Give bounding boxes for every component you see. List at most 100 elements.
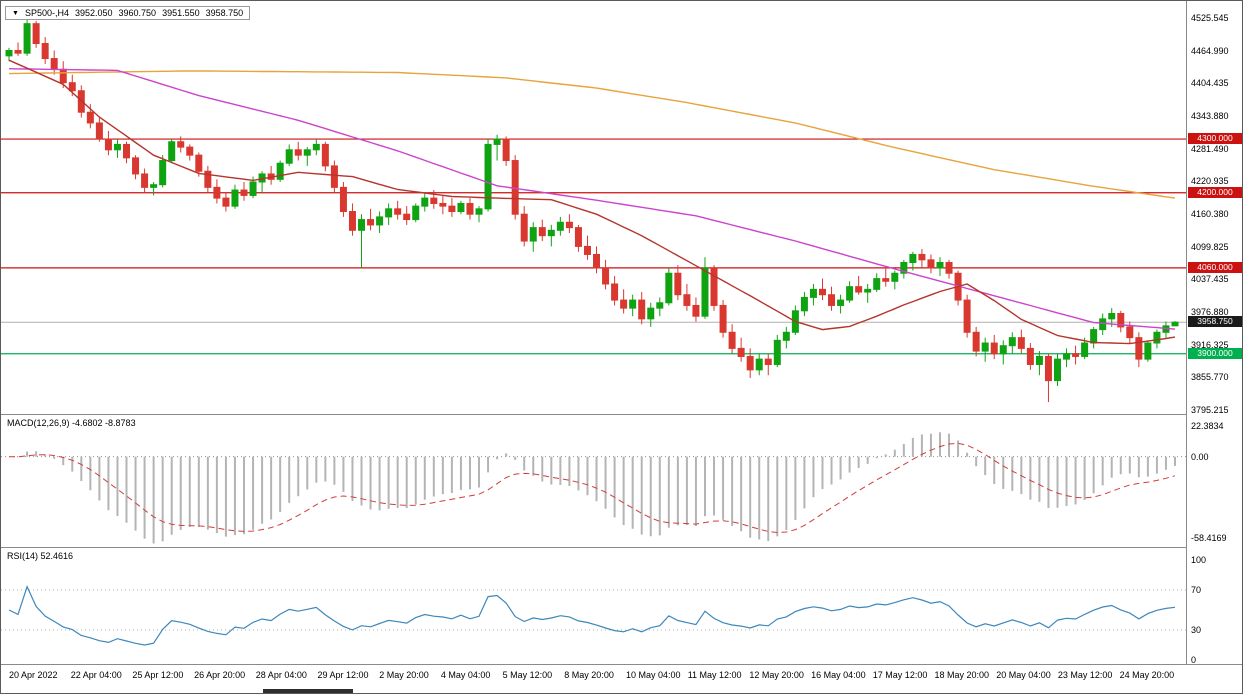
candle bbox=[556, 221, 564, 231]
macd-pane-separator bbox=[1, 414, 1242, 415]
price-axis-label: 4404.435 bbox=[1191, 78, 1229, 89]
candle bbox=[990, 342, 998, 355]
time-axis[interactable]: 20 Apr 2022 22 Apr 04:00 25 Apr 12:00 26 Ap… bbox=[1, 665, 1242, 693]
candle bbox=[945, 262, 953, 274]
rsi-axis-label: 30 bbox=[1191, 625, 1202, 635]
candle bbox=[981, 342, 989, 352]
rsi-pane-separator bbox=[1, 547, 1242, 548]
candle bbox=[547, 229, 555, 237]
candle bbox=[574, 227, 582, 247]
time-axis-label: 25 Apr 12:00 bbox=[132, 670, 184, 680]
candle bbox=[358, 219, 366, 231]
candle bbox=[1108, 313, 1116, 320]
candle bbox=[927, 259, 935, 269]
candle bbox=[213, 186, 221, 199]
candle bbox=[746, 355, 754, 371]
price-axis-label: 4220.935 bbox=[1191, 176, 1229, 187]
candle bbox=[1026, 347, 1034, 365]
candle bbox=[23, 23, 31, 54]
hline-price-label: 3900.000 bbox=[1188, 347, 1242, 359]
candle bbox=[1063, 353, 1071, 360]
time-axis-label: 20 May 04:00 bbox=[996, 670, 1051, 680]
price-axis-label: 4281.490 bbox=[1191, 143, 1229, 154]
time-axis-label: 17 May 12:00 bbox=[872, 670, 928, 680]
time-axis-label: 23 May 12:00 bbox=[1057, 670, 1113, 680]
ma-slow-line bbox=[8, 70, 1176, 199]
candle bbox=[59, 68, 67, 84]
candle bbox=[864, 288, 872, 293]
macd-axis-label: 0.00 bbox=[1191, 451, 1209, 462]
candle bbox=[1072, 353, 1080, 357]
candle bbox=[809, 288, 817, 298]
candle bbox=[421, 197, 429, 207]
rsi-axis-label: 100 bbox=[1191, 555, 1207, 565]
candle bbox=[1153, 331, 1161, 344]
time-axis-label: 11 May 12:00 bbox=[687, 670, 742, 680]
ma-fast-line bbox=[8, 59, 1176, 345]
price-chart-canvas[interactable] bbox=[1, 1, 1186, 414]
candle bbox=[1144, 342, 1152, 360]
candle bbox=[430, 197, 438, 204]
candle bbox=[1035, 355, 1043, 365]
candle bbox=[882, 278, 890, 282]
time-axis-label: 2 May 20:00 bbox=[379, 670, 429, 680]
candle bbox=[855, 286, 863, 293]
candle bbox=[873, 278, 881, 290]
candle bbox=[141, 173, 149, 188]
close-value: 3958.750 bbox=[205, 8, 244, 18]
candle bbox=[918, 253, 926, 261]
candle bbox=[177, 141, 185, 148]
rsi-canvas[interactable] bbox=[1, 548, 1186, 664]
candle bbox=[963, 299, 971, 333]
candle bbox=[1008, 337, 1016, 347]
candle bbox=[773, 339, 781, 365]
time-axis-label: 26 Apr 20:00 bbox=[194, 670, 246, 680]
price-axis-label: 3795.215 bbox=[1191, 405, 1229, 415]
time-axis-label: 18 May 20:00 bbox=[934, 670, 990, 680]
price-axis-label: 3976.880 bbox=[1191, 307, 1229, 317]
candle bbox=[1099, 318, 1107, 331]
candle bbox=[818, 288, 826, 296]
candle bbox=[123, 143, 131, 159]
macd-canvas[interactable] bbox=[1, 415, 1186, 547]
candle bbox=[936, 262, 944, 269]
symbol-info-box[interactable]: ▼ SP500-,H4 3952.050 3960.750 3951.550 3… bbox=[5, 6, 251, 20]
rsi-line bbox=[8, 585, 1176, 646]
symbol-dropdown-icon[interactable]: ▼ bbox=[12, 9, 19, 17]
time-axis-label: 10 May 04:00 bbox=[626, 670, 681, 680]
bid-price-label: 3958.750 bbox=[1188, 316, 1242, 328]
time-axis-separator bbox=[1, 664, 1242, 665]
candle bbox=[502, 138, 510, 162]
candle bbox=[692, 304, 700, 317]
price-axis[interactable]: 4525.545 4464.990 4404.435 4343.880 4281.490… bbox=[1186, 1, 1242, 665]
candle bbox=[312, 143, 320, 151]
candle bbox=[1081, 342, 1089, 357]
candle bbox=[412, 205, 420, 221]
rsi-indicator-label: RSI(14) 52.4616 bbox=[7, 551, 74, 561]
candle bbox=[195, 154, 203, 172]
candle bbox=[466, 202, 474, 215]
h-scrollbar-thumb[interactable] bbox=[263, 689, 353, 693]
low-value: 3951.550 bbox=[162, 8, 200, 18]
candle bbox=[593, 253, 601, 269]
candle bbox=[656, 302, 664, 309]
rsi-axis-label: 70 bbox=[1191, 585, 1202, 595]
candle bbox=[132, 157, 140, 175]
candle bbox=[674, 272, 682, 296]
hlines-layer bbox=[1, 138, 1186, 355]
candle bbox=[50, 58, 58, 70]
time-axis-label: 4 May 04:00 bbox=[440, 670, 491, 680]
macd-axis-label: -58.4169 bbox=[1191, 532, 1227, 543]
ma-mid-line bbox=[8, 68, 1176, 330]
open-value: 3952.050 bbox=[74, 8, 113, 18]
candle bbox=[909, 253, 917, 264]
candle bbox=[1090, 329, 1098, 344]
candle bbox=[150, 184, 158, 188]
candle bbox=[385, 208, 393, 218]
time-axis-label: 12 May 20:00 bbox=[749, 670, 804, 680]
candle bbox=[629, 299, 637, 309]
macd-indicator-label: MACD(12,26,9) -4.6802 -8.8783 bbox=[7, 418, 136, 428]
candle bbox=[1171, 321, 1179, 327]
candle bbox=[376, 216, 384, 226]
candle bbox=[846, 286, 854, 301]
